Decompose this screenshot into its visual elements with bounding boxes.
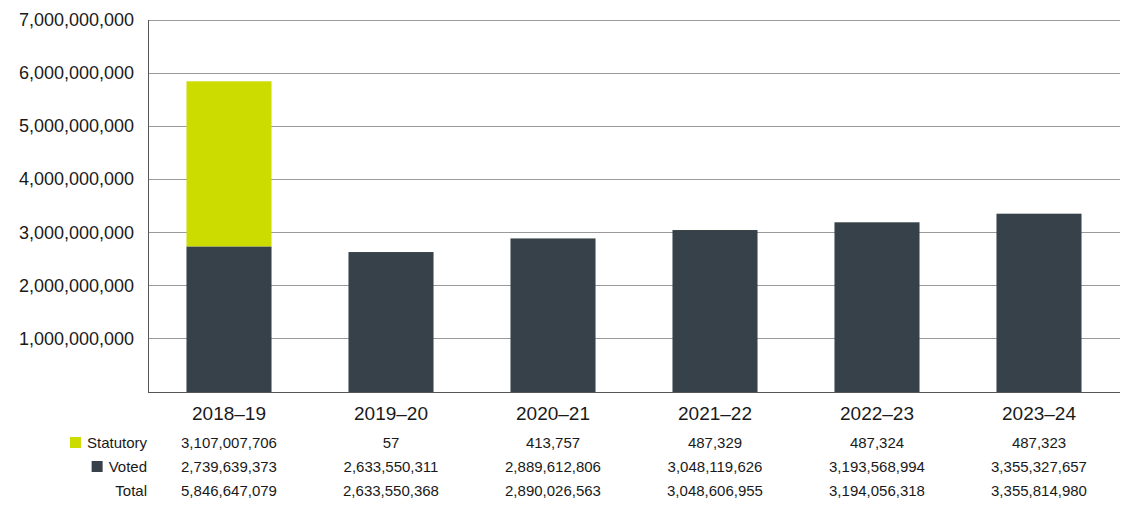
table-value: 2,889,612,806: [505, 458, 601, 475]
bar-segment: [834, 222, 919, 223]
y-tick-label: 3,000,000,000: [19, 223, 134, 243]
legend-swatch: [92, 461, 103, 472]
table-value: 3,193,568,994: [829, 458, 925, 475]
x-tick-label: 2021–22: [678, 403, 752, 424]
bar-segment: [186, 246, 271, 392]
table-total: 5,846,647,079: [181, 482, 277, 499]
bar-segment: [510, 238, 595, 239]
bar-segment: [834, 222, 919, 392]
legend-swatch: [70, 437, 81, 448]
table-value: 487,323: [1012, 434, 1066, 451]
table-value: 2,633,550,311: [344, 458, 439, 475]
table-total: 3,194,056,318: [829, 482, 925, 499]
table-value: 57: [383, 434, 400, 451]
bar-segment: [348, 252, 433, 253]
table-value: 487,324: [850, 434, 904, 451]
y-tick-label: 4,000,000,000: [19, 169, 134, 189]
bar-segment: [510, 238, 595, 392]
bar-segment: [672, 230, 757, 392]
grid-line: [148, 338, 1120, 339]
grid-line: [148, 20, 1120, 21]
bar-segment: [996, 214, 1081, 392]
x-axis: [148, 392, 1120, 393]
bars: [186, 81, 1081, 392]
table-value: 3,048,119,626: [668, 458, 763, 475]
grid-line: [148, 232, 1120, 233]
grid-line: [148, 179, 1120, 180]
chart: 1,000,000,000 2,000,000,000 3,000,000,000 4…: [0, 0, 1136, 512]
table-total: 2,633,550,368: [343, 482, 439, 499]
bar-segment: [672, 229, 757, 230]
y-axis: [148, 20, 149, 392]
y-tick-label: 1,000,000,000: [19, 329, 134, 349]
table-total: 2,890,026,563: [505, 482, 601, 499]
table-total: 3,355,814,980: [991, 482, 1087, 499]
y-tick-label: 2,000,000,000: [19, 276, 134, 296]
grid-line: [148, 285, 1120, 286]
grid-line: [148, 126, 1120, 127]
x-tick-label: 2022–23: [840, 403, 914, 424]
legend-label: Statutory: [87, 434, 148, 451]
bar-segment: [996, 213, 1081, 214]
table-value: 487,329: [688, 434, 742, 451]
y-tick-label: 5,000,000,000: [19, 116, 134, 136]
x-tick-label: 2019–20: [354, 403, 428, 424]
bar-segment: [348, 252, 433, 392]
y-tick-label: 7,000,000,000: [19, 10, 134, 30]
x-tick-label: 2018–19: [192, 403, 266, 424]
table-row-label: Total: [115, 482, 147, 499]
table-value: 3,107,007,706: [181, 434, 277, 451]
bar-segment: [186, 81, 271, 246]
table-value: 3,355,327,657: [991, 458, 1087, 475]
grid-line: [148, 73, 1120, 74]
x-tick-label: 2020–21: [516, 403, 590, 424]
legend-label: Voted: [109, 458, 147, 475]
x-tick-label: 2023–24: [1002, 403, 1076, 424]
y-tick-label: 6,000,000,000: [19, 63, 134, 83]
table-value: 413,757: [526, 434, 580, 451]
table-total: 3,048,606,955: [667, 482, 763, 499]
table-value: 2,739,639,373: [181, 458, 277, 475]
